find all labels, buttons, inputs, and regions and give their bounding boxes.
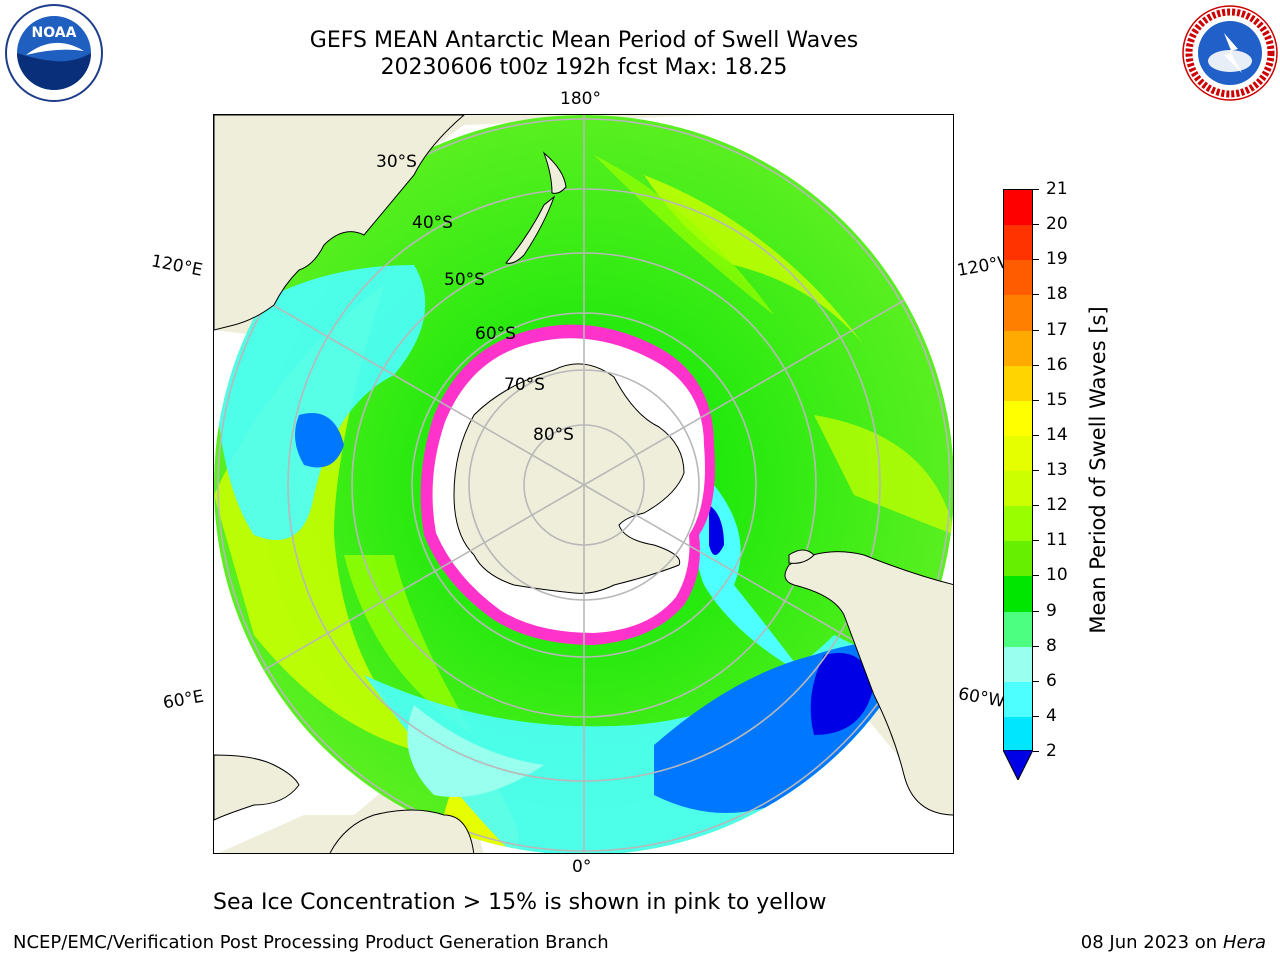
lon-label-60e: 60°E	[161, 686, 206, 714]
lat-label-60s: 60°S	[475, 324, 516, 344]
colorbar-segment	[1004, 260, 1032, 296]
lon-label-0: 0°	[572, 857, 592, 877]
nws-logo	[1180, 3, 1280, 107]
antarctica-land	[453, 363, 685, 594]
swell-band-lightgreen	[344, 555, 474, 735]
colorbar	[1003, 189, 1033, 753]
colorbar-tick	[1033, 505, 1039, 507]
south-america-land	[784, 551, 953, 816]
colorbar-segment	[1004, 435, 1032, 472]
colorbar-tick	[1033, 751, 1039, 752]
meridian	[214, 484, 585, 700]
swell-band-deepblue	[709, 505, 724, 555]
swell-band-deepblue	[810, 653, 874, 735]
footer-date-text: 08 Jun 2023 on	[1080, 932, 1218, 953]
colorbar-tick-label: 9	[1046, 600, 1057, 621]
colorbar-segment	[1004, 330, 1032, 367]
meridian	[583, 270, 953, 486]
colorbar-tick	[1033, 259, 1039, 261]
colorbar-tick	[1033, 364, 1039, 366]
noaa-logo: NOAA	[4, 3, 104, 107]
colorbar-segment	[1004, 295, 1032, 331]
colorbar-tick-label: 21	[1046, 179, 1068, 199]
swell-band-yellow	[644, 175, 864, 345]
colorbar-tick	[1033, 715, 1039, 717]
colorbar-segment	[1004, 365, 1032, 402]
colorbar-tick	[1033, 294, 1039, 296]
lat-label-80s: 80°S	[533, 425, 574, 445]
colorbar-tick-label: 18	[1046, 284, 1068, 305]
colorbar-tick-label: 20	[1046, 214, 1068, 235]
colorbar-tick	[1033, 189, 1039, 190]
colorbar-tick	[1033, 645, 1039, 647]
africa-land	[214, 754, 300, 821]
colorbar-tick	[1033, 470, 1039, 471]
footer-date: 08 Jun 2023 on Hera	[1081, 932, 1266, 953]
lat-label-30s: 30°S	[376, 152, 417, 172]
colorbar-tick	[1033, 575, 1039, 577]
lat-label-40s: 40°S	[412, 213, 453, 233]
colorbar-segment	[1004, 506, 1032, 542]
south-america-tip	[788, 549, 815, 564]
colorbar-tick-label: 15	[1046, 389, 1068, 410]
australia-land	[214, 115, 465, 331]
lon-label-120e: 120°E	[149, 251, 205, 281]
sea-ice-caption: Sea Ice Concentration > 15% is shown in …	[213, 890, 827, 915]
colorbar-segment	[1004, 190, 1032, 226]
colorbar-segment	[1004, 471, 1032, 507]
swell-band-paleblue	[407, 705, 544, 797]
footer-host: Hera	[1222, 932, 1266, 953]
map-frame: 30°S 40°S 50°S 60°S 70°S 80°S	[213, 114, 954, 854]
lon-label-180: 180°	[560, 89, 601, 109]
swell-band-cyan	[214, 265, 426, 540]
footer-credit: NCEP/EMC/Verification Post Processing Pr…	[13, 932, 609, 953]
colorbar-segment	[1004, 541, 1032, 577]
colorbar-segment	[1004, 716, 1032, 753]
colorbar-tick-label: 14	[1046, 424, 1068, 445]
colorbar-tick-label: 12	[1046, 495, 1068, 516]
colorbar-tick-label: 16	[1046, 354, 1068, 375]
colorbar-tick	[1033, 399, 1039, 401]
colorbar-tick	[1033, 224, 1039, 226]
colorbar-tick	[1033, 540, 1039, 542]
colorbar-tick-label: 13	[1046, 460, 1068, 480]
colorbar-tick-label: 17	[1046, 319, 1068, 340]
africa-land	[329, 809, 475, 853]
colorbar-extend-triangle	[1003, 750, 1033, 780]
colorbar-tick	[1033, 434, 1039, 436]
colorbar-label: Mean Period of Swell Waves [s]	[1086, 306, 1110, 634]
colorbar-tick-label: 10	[1046, 565, 1068, 586]
new-zealand-land	[505, 151, 567, 264]
graticule	[214, 115, 953, 853]
meridian	[214, 270, 585, 486]
colorbar-segment	[1004, 681, 1032, 718]
chart-title: GEFS MEAN Antarctic Mean Period of Swell…	[309, 28, 859, 53]
swell-band-lightgreen	[594, 155, 774, 315]
colorbar-tick	[1033, 329, 1039, 331]
colorbar-segment	[1004, 225, 1032, 261]
lat-label-50s: 50°S	[444, 270, 485, 290]
lat-label-70s: 70°S	[504, 375, 545, 395]
colorbar-tick-label: 11	[1046, 530, 1068, 551]
svg-text:NOAA: NOAA	[32, 25, 77, 41]
colorbar-tick-label: 4	[1046, 705, 1057, 726]
colorbar-tick	[1033, 680, 1039, 682]
colorbar-tick	[1033, 610, 1039, 612]
colorbar-segment	[1004, 646, 1032, 683]
lon-label-60w: 60°W	[956, 684, 1007, 712]
swell-band-blue	[295, 413, 344, 468]
colorbar-tick-label: 8	[1046, 635, 1057, 656]
chart-subtitle: 20230606 t00z 192h fcst Max: 18.25	[380, 55, 788, 80]
polar-map	[214, 115, 953, 853]
colorbar-tick-label: 2	[1046, 741, 1057, 761]
colorbar-segment	[1004, 400, 1032, 437]
colorbar-tick-label: 6	[1046, 670, 1057, 691]
colorbar-segment	[1004, 576, 1032, 612]
colorbar-tick-label: 19	[1046, 249, 1068, 270]
colorbar-segment	[1004, 611, 1032, 648]
swell-band-yellow	[814, 415, 953, 535]
